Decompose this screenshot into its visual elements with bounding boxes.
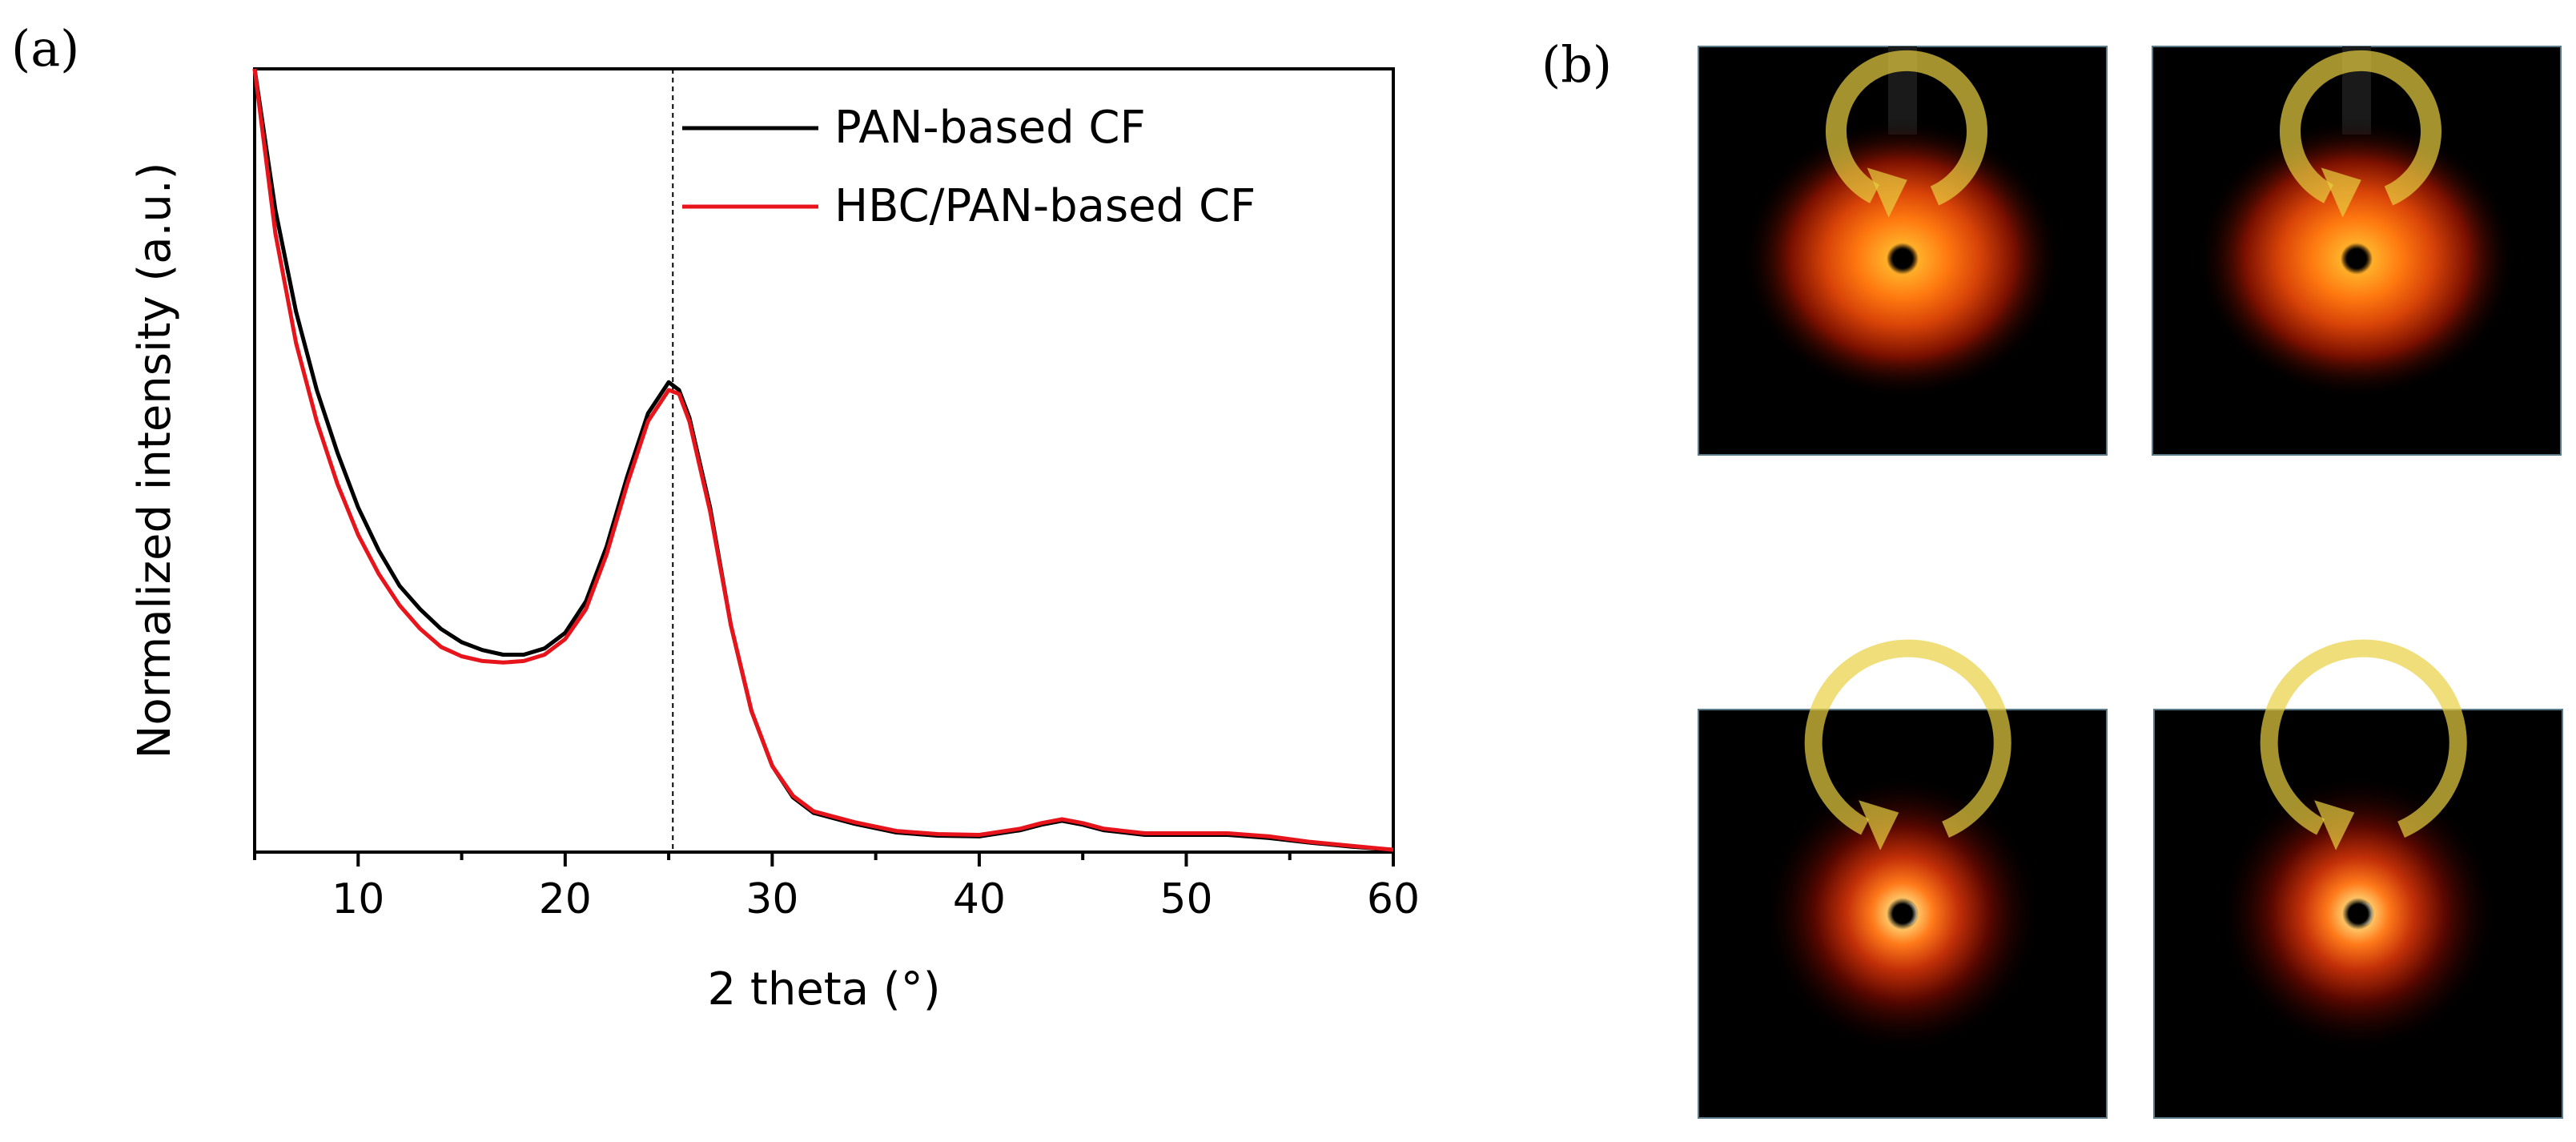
legend-label-2: HBC/PAN-based CF	[834, 180, 1256, 232]
x-tick-label: 10	[332, 875, 384, 923]
saxs-pattern-bottom-right	[2153, 639, 2563, 1119]
x-tick-label: 50	[1159, 875, 1212, 923]
x-tick-label: 40	[953, 875, 1006, 923]
saxs-pattern-bottom-left	[1698, 639, 2108, 1119]
y-axis-label: Normalized intensity (a.u.)	[129, 162, 181, 758]
legend: PAN-based CF HBC/PAN-based CF	[682, 102, 1256, 232]
plot-frame	[253, 67, 1395, 854]
arrow-head-icon	[1859, 800, 1899, 850]
x-tick-label: 20	[539, 875, 592, 923]
arrow-head-icon	[2314, 800, 2355, 850]
saxs-pattern-top-left	[1698, 46, 2108, 456]
rotation-arrow-icon	[1826, 50, 1987, 206]
xrd-chart: 10 20 30 40 50 60 2 theta (°) Normalized inte…	[129, 67, 1420, 1015]
rotation-arrow-icon	[1804, 639, 2011, 838]
legend-label-1: PAN-based CF	[834, 102, 1146, 154]
saxs-pattern-top-right	[2152, 46, 2562, 456]
x-tick-label: 30	[745, 875, 798, 923]
rotation-arrow-icon	[2260, 639, 2467, 838]
panel-label-a: (a)	[11, 19, 80, 78]
saxs-panel	[1698, 46, 2563, 1119]
series-line-2	[252, 68, 1394, 852]
x-axis-label: 2 theta (°)	[707, 963, 940, 1015]
x-tick-label: 60	[1367, 875, 1420, 923]
rotation-arrow-icon	[2280, 50, 2441, 206]
arrow-head-icon	[2321, 167, 2361, 218]
panel-label-b: (b)	[1541, 35, 1613, 94]
arrow-head-icon	[1867, 167, 1907, 218]
